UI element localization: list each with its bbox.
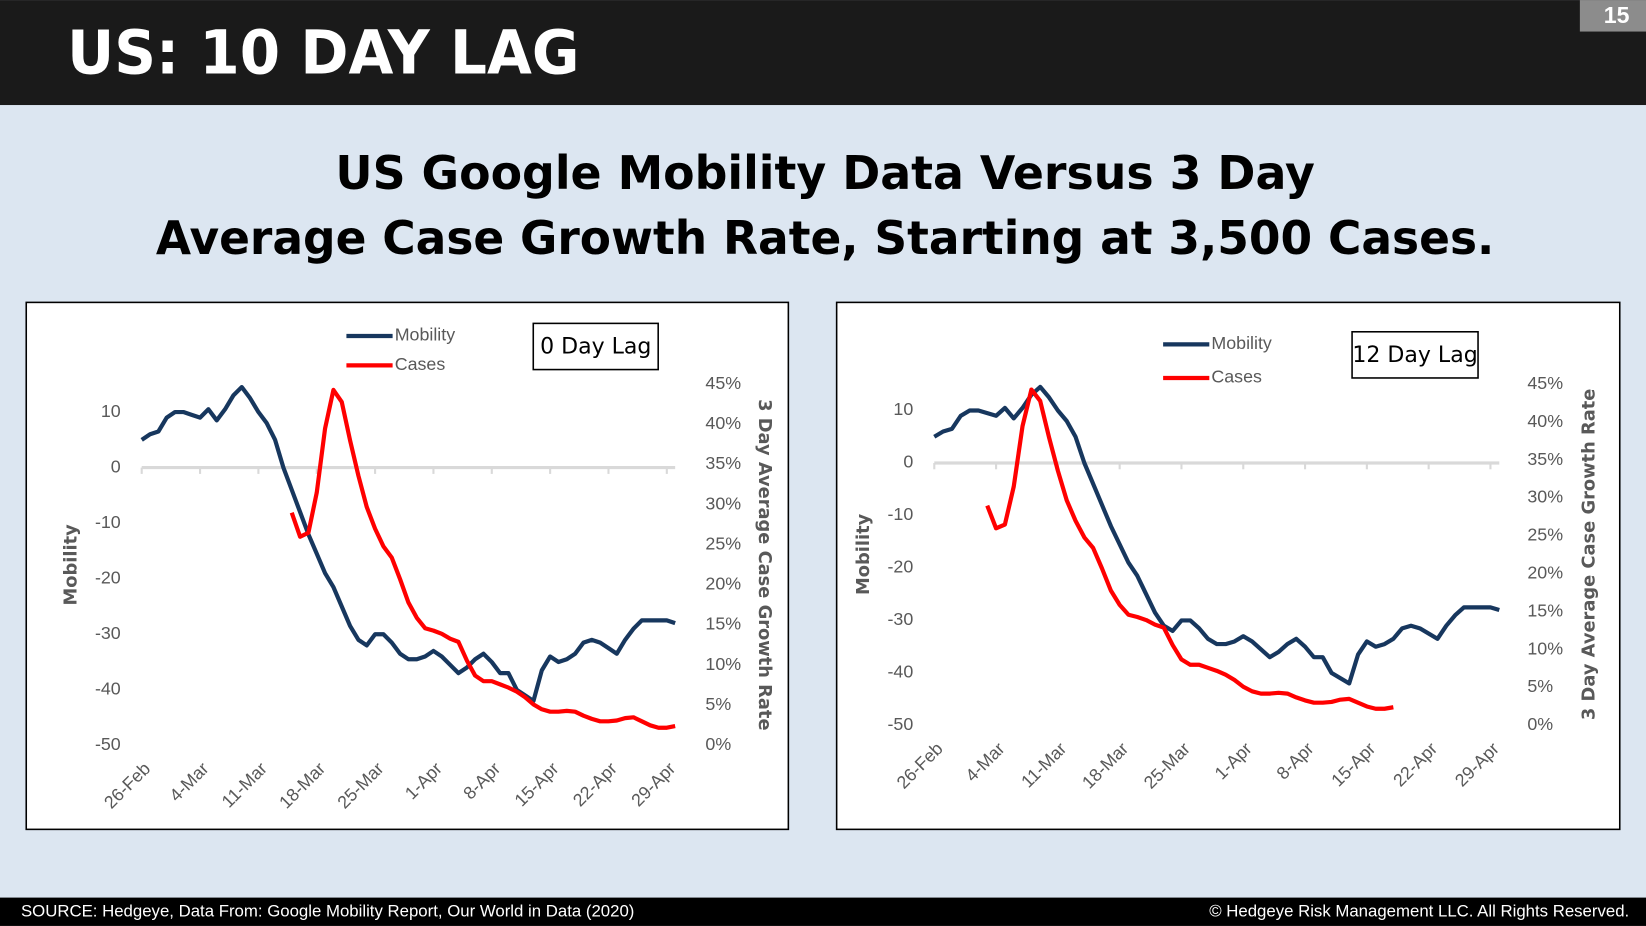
header-bar: [0, 0, 1646, 106]
y2-axis-label: 3 Day Average Case Growth Rate: [1578, 389, 1599, 720]
header-title: US: 10 DAY LAG: [67, 17, 579, 88]
y2-tick-label: 5%: [705, 694, 731, 714]
annotation: 12 Day Lag: [1352, 343, 1477, 368]
y-tick-label: -20: [887, 557, 913, 577]
y2-tick-label: 25%: [1527, 525, 1563, 545]
y2-axis-label: 3 Day Average Case Growth Rate: [754, 399, 775, 730]
y2-tick-label: 15%: [705, 614, 741, 634]
y-tick-label: -50: [887, 714, 913, 734]
y-axis-label: Mobility: [60, 524, 81, 606]
y-tick-label: -40: [887, 662, 913, 682]
y2-tick-label: 40%: [1527, 411, 1563, 431]
series-line: [140, 384, 676, 704]
y2-tick-label: 30%: [1527, 487, 1563, 507]
chart-panel: [835, 301, 1621, 831]
y-tick-label: -10: [887, 504, 913, 524]
y2-tick-label: 35%: [705, 453, 741, 473]
annotation: 0 Day Lag: [540, 335, 651, 360]
y-tick-label: 10: [101, 401, 121, 421]
series-line: [985, 387, 1394, 711]
series-line: [289, 387, 676, 730]
y2-tick-label: 15%: [1527, 600, 1563, 620]
legend-label: Mobility: [395, 325, 456, 345]
y2-tick-label: 35%: [1527, 449, 1563, 469]
y-tick-label: 10: [893, 399, 913, 419]
y2-tick-label: 45%: [1527, 373, 1563, 393]
y-tick-label: -10: [95, 512, 121, 532]
annotation-box: [1351, 330, 1479, 379]
y2-tick-label: 40%: [705, 413, 741, 433]
title-line: US Google Mobility Data Versus 3 Day: [335, 146, 1314, 200]
y2-tick-label: 10%: [1527, 638, 1563, 658]
footer-source: SOURCE: Hedgeye, Data From: Google Mobil…: [21, 902, 634, 921]
annotation-box: [532, 322, 659, 371]
y2-tick-label: 10%: [705, 654, 741, 674]
y-tick-label: -40: [95, 679, 121, 699]
footer-copyright: © Hedgeye Risk Management LLC. All Right…: [1209, 902, 1629, 921]
y-tick-label: -30: [95, 623, 121, 643]
y-tick-label: -30: [887, 609, 913, 629]
chart-panel: [25, 301, 790, 831]
y2-tick-label: 0%: [705, 734, 731, 754]
y-tick-label: 0: [111, 456, 121, 476]
page-number-box: [1579, 0, 1646, 32]
y2-tick-label: 20%: [705, 574, 741, 594]
footer-bar: [0, 897, 1646, 926]
y2-tick-label: 45%: [705, 373, 741, 393]
y-tick-label: -20: [95, 567, 121, 587]
y-axis-label: Mobility: [853, 513, 874, 595]
y2-tick-label: 0%: [1527, 714, 1553, 734]
legend-label: Mobility: [1211, 333, 1272, 353]
y2-tick-label: 20%: [1527, 563, 1563, 583]
page-number: 15: [1604, 2, 1630, 28]
y-tick-label: -50: [95, 734, 121, 754]
y2-tick-label: 30%: [705, 493, 741, 513]
y2-tick-label: 25%: [705, 533, 741, 553]
title-line: Average Case Growth Rate, Starting at 3,…: [156, 211, 1494, 265]
legend-label: Cases: [395, 354, 446, 374]
y2-tick-label: 5%: [1527, 676, 1553, 696]
legend-label: Cases: [1211, 367, 1262, 387]
y-tick-label: 0: [903, 452, 913, 472]
